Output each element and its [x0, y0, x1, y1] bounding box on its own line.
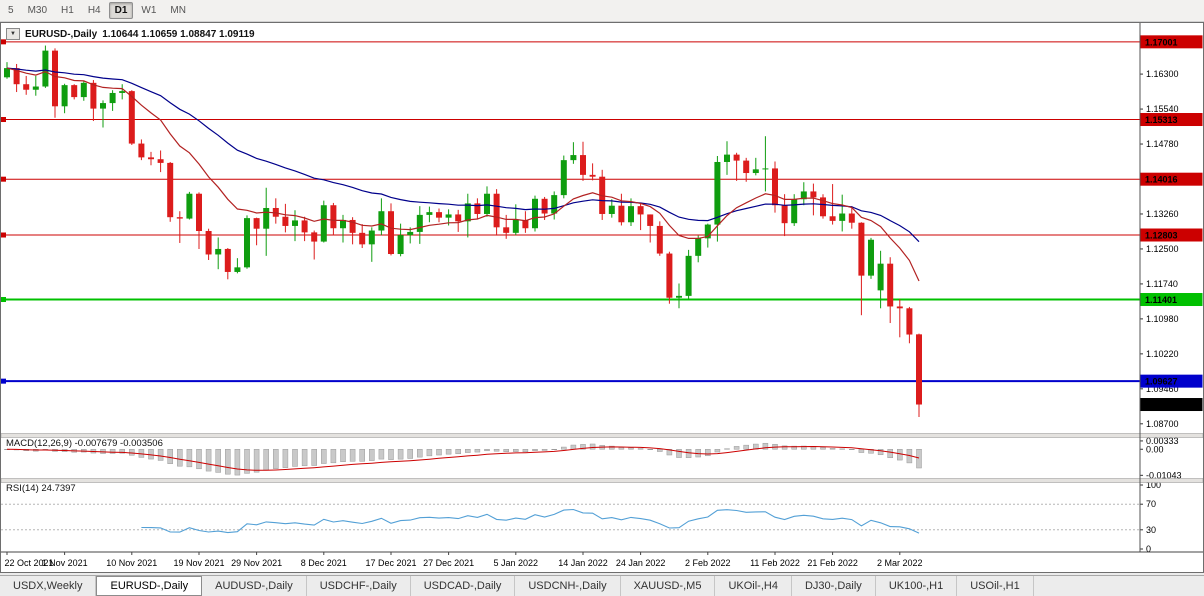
svg-text:1.13260: 1.13260 — [1146, 209, 1179, 219]
svg-text:-0.01043: -0.01043 — [1146, 470, 1182, 480]
svg-text:1.12803: 1.12803 — [1145, 231, 1178, 241]
svg-text:8 Dec 2021: 8 Dec 2021 — [301, 558, 347, 568]
chart-tab-dj30-daily[interactable]: DJ30-,Daily — [792, 576, 876, 596]
svg-text:21 Feb 2022: 21 Feb 2022 — [807, 558, 858, 568]
chart-symbol-label: EURUSD-,Daily — [25, 28, 98, 40]
hline-1.09627[interactable] — [1, 378, 1140, 384]
svg-text:11 Feb 2022: 11 Feb 2022 — [750, 558, 800, 568]
svg-text:5 Jan 2022: 5 Jan 2022 — [494, 558, 539, 568]
symbol-dropdown-button[interactable]: ▼ — [6, 28, 20, 40]
overlay-ma-slow-blue — [6, 67, 920, 243]
chart-tab-usdcnh-daily[interactable]: USDCNH-,Daily — [515, 576, 621, 596]
svg-text:27 Dec 2021: 27 Dec 2021 — [423, 558, 474, 568]
hline-1.14016[interactable] — [1, 176, 1140, 182]
price-badge-1.17001: 1.17001 — [1140, 35, 1203, 49]
timeframe-toolbar: 5 M30 H1 H4 D1 W1 MN — [0, 0, 1204, 22]
svg-text:1.14780: 1.14780 — [1146, 139, 1179, 149]
svg-text:2 Feb 2022: 2 Feb 2022 — [685, 558, 731, 568]
timeframe-button-5[interactable]: 5 — [8, 5, 14, 16]
chart-tab-eurusd-daily[interactable]: EURUSD-,Daily — [96, 576, 203, 596]
svg-text:1.17001: 1.17001 — [1145, 37, 1178, 47]
rsi-indicator-label: RSI(14) 24.7397 — [6, 483, 76, 494]
hline-1.11401[interactable] — [1, 297, 1140, 303]
timeframe-button-mn[interactable]: MN — [170, 5, 186, 16]
chart-tab-audusd-daily[interactable]: AUDUSD-,Daily — [202, 576, 307, 596]
overlay-ma-fast-red — [6, 67, 920, 282]
chart-background — [1, 23, 1203, 572]
svg-text:0.00333: 0.00333 — [1146, 436, 1179, 446]
pane-divider[interactable] — [1, 433, 1203, 438]
svg-text:30: 30 — [1146, 525, 1156, 535]
chart-tab-xauusd-m5[interactable]: XAUUSD-,M5 — [621, 576, 716, 596]
pane-divider[interactable] — [1, 478, 1203, 483]
candlestick-series — [4, 45, 922, 418]
svg-text:1.15540: 1.15540 — [1146, 104, 1179, 114]
svg-text:1.11401: 1.11401 — [1145, 295, 1177, 305]
svg-text:70: 70 — [1146, 499, 1156, 509]
chart-window: 1.163001.155401.147801.140201.132601.125… — [0, 22, 1204, 573]
price-badge-1.09119: 1.09119 — [1140, 398, 1203, 412]
svg-text:1.09460: 1.09460 — [1146, 384, 1179, 394]
svg-text:1.09119: 1.09119 — [1145, 400, 1177, 410]
chart-tab-usoil-h1[interactable]: USOil-,H1 — [957, 576, 1034, 596]
hline-1.15313[interactable] — [1, 117, 1140, 123]
chart-tab-usdcad-daily[interactable]: USDCAD-,Daily — [411, 576, 516, 596]
macd-indicator-label: MACD(12,26,9) -0.007679 -0.003506 — [6, 438, 163, 449]
svg-text:1.14016: 1.14016 — [1145, 175, 1178, 185]
hline-1.17001[interactable] — [1, 39, 1140, 45]
price-badge-1.15313: 1.15313 — [1140, 113, 1203, 127]
svg-text:1.08700: 1.08700 — [1146, 419, 1179, 429]
timeframe-button-m30[interactable]: M30 — [27, 5, 48, 16]
rsi-line — [141, 508, 920, 534]
hline-1.12803[interactable] — [1, 232, 1140, 238]
timeframe-button-h4[interactable]: H4 — [87, 5, 101, 16]
svg-text:0.00: 0.00 — [1146, 444, 1164, 454]
svg-text:22 Oct 2021: 22 Oct 2021 — [4, 558, 53, 568]
chart-title: ▼ EURUSD-,Daily 1.10644 1.10659 1.08847 … — [6, 28, 255, 40]
svg-text:10 Nov 2021: 10 Nov 2021 — [106, 558, 157, 568]
svg-text:1 Nov 2021: 1 Nov 2021 — [42, 558, 88, 568]
svg-text:1.15313: 1.15313 — [1145, 115, 1178, 125]
svg-text:1.10220: 1.10220 — [1146, 349, 1179, 359]
svg-text:1.16300: 1.16300 — [1146, 69, 1179, 79]
chart-tab-uk100-h1[interactable]: UK100-,H1 — [876, 576, 958, 596]
macd-signal-line — [6, 445, 920, 471]
svg-text:1.12500: 1.12500 — [1146, 244, 1179, 254]
timeframe-button-h1[interactable]: H1 — [61, 5, 74, 16]
svg-text:24 Jan 2022: 24 Jan 2022 — [616, 558, 666, 568]
svg-text:0: 0 — [1146, 544, 1151, 554]
timeframe-button-w1[interactable]: W1 — [141, 5, 157, 16]
svg-text:17 Dec 2021: 17 Dec 2021 — [365, 558, 416, 568]
chart-canvas: 1.163001.155401.147801.140201.132601.125… — [1, 23, 1203, 572]
svg-text:2 Mar 2022: 2 Mar 2022 — [877, 558, 923, 568]
chart-tab-ukoil-h4[interactable]: UKOil-,H4 — [715, 576, 792, 596]
svg-text:14 Jan 2022: 14 Jan 2022 — [558, 558, 608, 568]
chart-tab-usdchf-daily[interactable]: USDCHF-,Daily — [307, 576, 411, 596]
timeframe-button-d1[interactable]: D1 — [108, 2, 134, 19]
svg-text:100: 100 — [1146, 480, 1161, 490]
svg-text:1.09627: 1.09627 — [1145, 377, 1178, 387]
svg-text:1.10980: 1.10980 — [1146, 314, 1179, 324]
price-badge-1.14016: 1.14016 — [1140, 172, 1203, 186]
chart-tab-usdx-weekly[interactable]: USDX,Weekly — [0, 576, 97, 596]
price-badge-1.12803: 1.12803 — [1140, 228, 1203, 242]
price-badge-1.11401: 1.11401 — [1140, 293, 1203, 307]
price-badge-1.09627: 1.09627 — [1140, 374, 1203, 388]
svg-text:19 Nov 2021: 19 Nov 2021 — [173, 558, 224, 568]
svg-text:29 Nov 2021: 29 Nov 2021 — [231, 558, 282, 568]
svg-text:1.11740: 1.11740 — [1146, 279, 1178, 289]
chart-tab-bar: USDX,Weekly EURUSD-,Daily AUDUSD-,Daily USD… — [0, 575, 1204, 596]
chart-ohlc-values: 1.10644 1.10659 1.08847 1.09119 — [102, 28, 255, 40]
